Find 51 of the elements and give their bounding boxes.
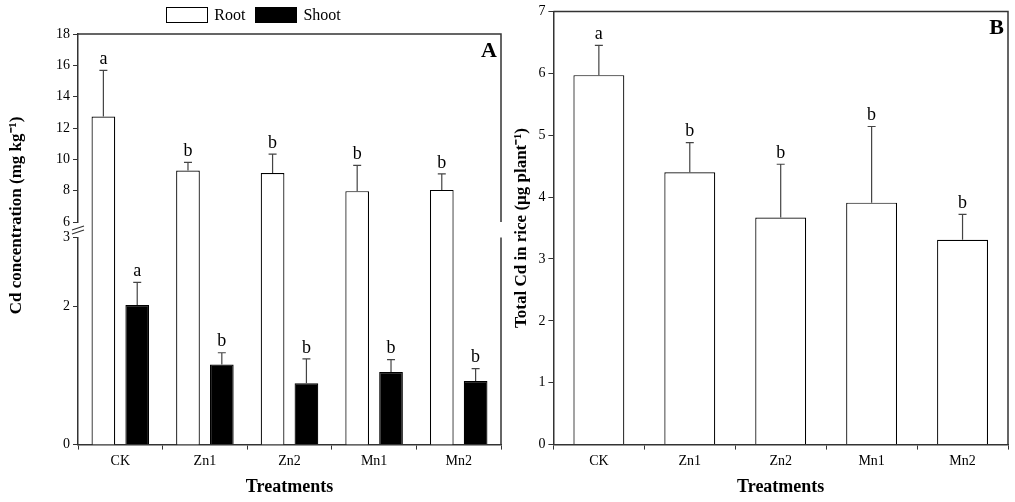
annotation: b [958, 192, 968, 213]
y-tick-label: 10 [56, 151, 70, 167]
y-tick-label: 16 [56, 57, 70, 73]
y-tick-label: 0 [538, 436, 546, 452]
annotation: b [217, 330, 227, 351]
annotation: b [776, 141, 786, 162]
y-tick-label: 4 [538, 188, 546, 204]
x-tick-label: Mn2 [445, 452, 472, 468]
y-axis-title: Total Cd in rice (μg plant⁻¹) [510, 127, 530, 329]
x-tick-label: Mn1 [858, 452, 885, 468]
y-tick-label: 0 [63, 436, 70, 452]
annotation: b [685, 120, 695, 141]
x-tick-label: Mn1 [360, 452, 388, 468]
chart-title: A [481, 36, 498, 62]
y-tick-label: 3 [538, 250, 546, 266]
x-tick-label: Zn2 [278, 452, 301, 468]
annotation: b [352, 143, 362, 164]
annotation: a [99, 48, 108, 69]
annotation: b [301, 336, 311, 357]
annotation: a [594, 23, 603, 44]
y-tick-label: 14 [56, 88, 70, 104]
annotation: b [183, 140, 193, 161]
annotation: b [867, 104, 877, 125]
y-tick-label: 2 [63, 298, 70, 314]
y-tick-label: 1 [538, 374, 546, 390]
x-axis-title: Treatments [737, 475, 825, 496]
annotation: a [133, 260, 142, 281]
x-tick-label: Mn2 [949, 452, 976, 468]
y-tick-label: 3 [63, 229, 70, 245]
x-tick-label: Zn1 [678, 452, 702, 468]
x-tick-label: CK [589, 452, 609, 468]
annotation: b [386, 337, 396, 358]
legend-label: Shoot [303, 6, 341, 24]
annotation: b [268, 131, 278, 152]
y-tick-label: 7 [538, 3, 546, 19]
x-axis-title: Treatments [245, 475, 334, 496]
chart-title: B [989, 14, 1005, 40]
y-axis-title: Cd concentration (mg kg⁻¹) [5, 116, 27, 315]
text: Root [214, 6, 246, 24]
y-tick-label: 18 [56, 25, 70, 41]
y-tick-label: 8 [63, 182, 70, 198]
x-tick-label: Zn2 [769, 452, 792, 468]
x-tick-label: Zn1 [193, 452, 217, 468]
y-tick-label: 6 [63, 213, 70, 229]
x-tick-label: CK [110, 452, 131, 468]
y-tick-label: 2 [538, 312, 546, 328]
y-tick-label: 5 [538, 126, 546, 142]
y-tick-label: 12 [56, 119, 70, 135]
y-tick-label: 6 [538, 64, 546, 80]
annotation: b [471, 346, 481, 367]
annotation: b [437, 151, 447, 172]
